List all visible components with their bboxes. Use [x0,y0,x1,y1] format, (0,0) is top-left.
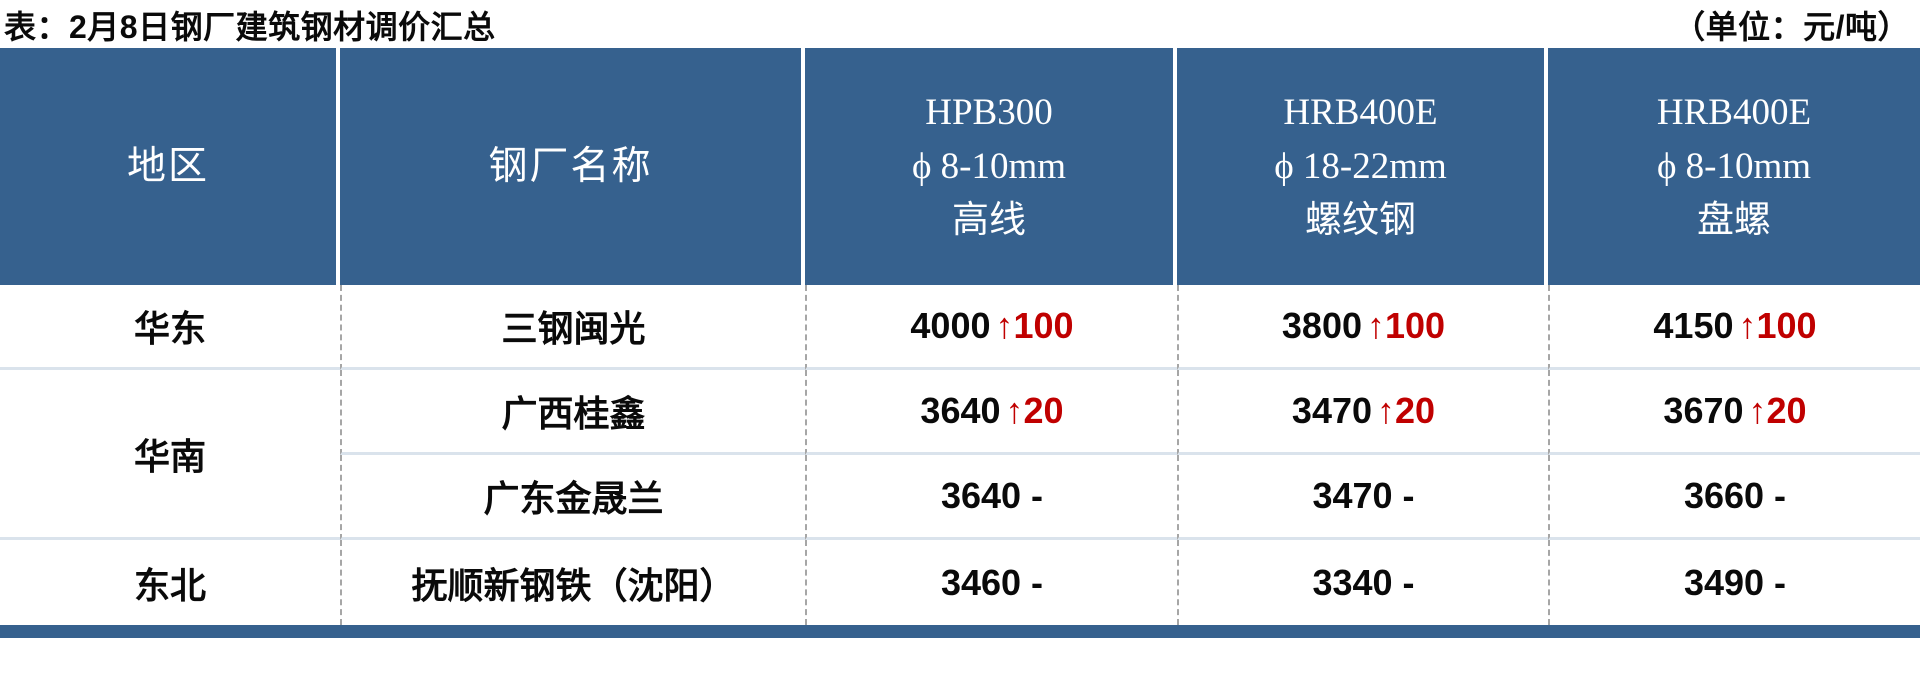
price-value: 3470 [1291,390,1373,431]
price-change: ↑100 [995,305,1074,346]
header-region-label: 地区 [126,144,209,188]
price-value: 3670 [1663,390,1744,431]
price-value: 3340 [1312,561,1393,603]
header-col4-line1: HRB400E [1283,91,1438,133]
header-col4-line2: ϕ 18-22mm [1274,145,1447,187]
header-col3-line3: 高线 [952,199,1026,241]
price-change: ↑20 [1377,390,1436,431]
header-mill: 钢厂名称 [340,48,805,285]
region-cell-huadong: 华东 [0,285,340,370]
header-col5-line1: HRB400E [1656,91,1812,133]
price-cell: 3640 ↑20 [805,370,1177,455]
price-value: 3460 [940,561,1022,603]
price-change: - [1774,475,1787,516]
region-cell-huanan: 华南 [0,370,340,540]
header-region: 地区 [0,48,340,285]
price-cell: 3460- [805,540,1177,625]
price-cell: 4150 ↑100 [1548,285,1920,370]
price-change: - [1031,475,1044,516]
price-table: 地区 钢厂名称 HPB300 ϕ 8-10mm 高线 HRB400E ϕ 18-… [0,48,1920,625]
price-cell: 3670 ↑20 [1548,370,1920,455]
price-value: 3640 [920,390,1001,431]
page-title: 表：2月8日钢厂建筑钢材调价汇总 [4,9,496,45]
price-cell: 3800 ↑100 [1177,285,1548,370]
price-value: 3470 [1312,475,1393,516]
unit-label: （单位：元/吨） [1673,9,1910,45]
price-change: - [1774,561,1787,603]
price-cell: 3640- [805,455,1177,540]
price-cell: 4000 ↑100 [805,285,1177,370]
price-change: - [1402,475,1415,516]
price-cell: 3490- [1548,540,1920,625]
price-value: 3490 [1683,561,1765,603]
price-change: ↑100 [1367,305,1446,346]
mill-cell: 广东金晟兰 [340,455,805,540]
price-value: 3660 [1683,475,1765,516]
mill-cell: 广西桂鑫 [340,370,805,455]
header-col3-line2: ϕ 8-10mm [911,145,1067,187]
header-col4-line3: 螺纹钢 [1305,199,1416,241]
price-value: 4150 [1653,305,1734,346]
price-change: - [1402,561,1415,603]
region-cell-dongbei: 东北 [133,564,206,606]
header-hpb300-highwire: HPB300 ϕ 8-10mm 高线 [805,48,1177,285]
price-value: 3640 [940,475,1022,516]
title-bar: 表：2月8日钢厂建筑钢材调价汇总 （单位：元/吨） [0,0,1920,48]
price-change: ↑20 [1005,390,1064,431]
header-hrb400e-coil: HRB400E ϕ 8-10mm 盘螺 [1548,48,1920,285]
header-col3-line1: HPB300 [925,91,1053,133]
price-change: - [1031,561,1044,603]
price-change: ↑100 [1738,305,1817,346]
bottom-border-bar [0,625,1920,638]
price-value: 3800 [1281,305,1362,346]
price-value: 4000 [910,305,991,346]
price-cell: 3470 ↑20 [1177,370,1548,455]
header-col5-line3: 盘螺 [1697,199,1771,241]
mill-cell: 抚顺新钢铁（沈阳） [340,540,805,625]
price-cell: 3340- [1177,540,1548,625]
mill-cell: 三钢闽光 [340,285,805,370]
price-cell: 3470- [1177,455,1548,540]
header-col5-line2: ϕ 8-10mm [1656,145,1812,187]
header-hrb400e-rebar: HRB400E ϕ 18-22mm 螺纹钢 [1177,48,1548,285]
header-mill-label: 钢厂名称 [488,144,653,188]
price-cell: 3660- [1548,455,1920,540]
price-change: ↑20 [1748,390,1807,431]
